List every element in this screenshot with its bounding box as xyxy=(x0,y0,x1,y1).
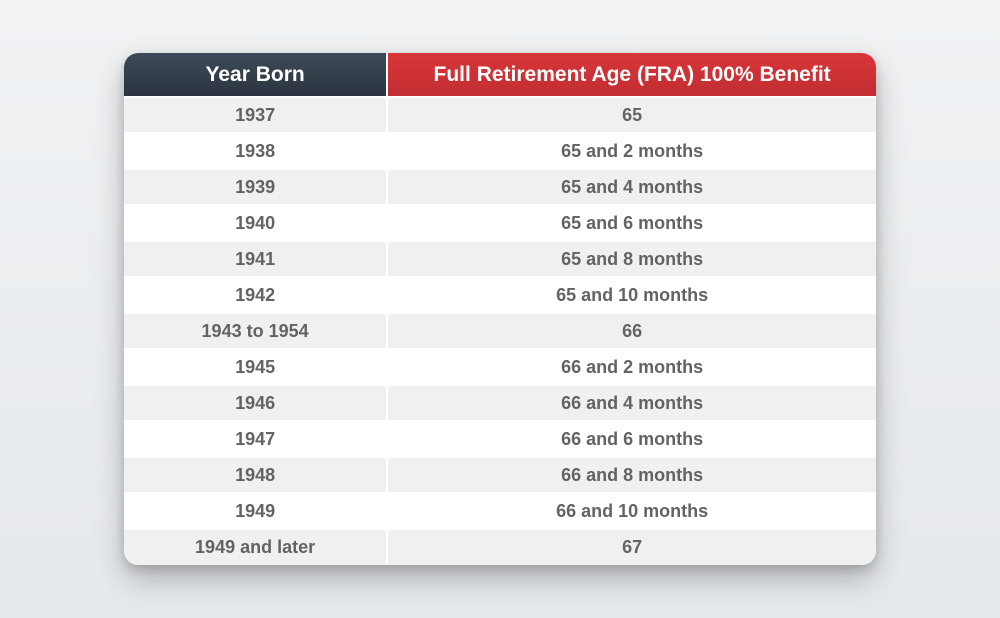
table-row: 193765 xyxy=(124,97,876,133)
table-row: 194165 and 8 months xyxy=(124,241,876,277)
cell-year: 1949 xyxy=(124,493,387,529)
column-header-year-born: Year Born xyxy=(124,53,387,97)
cell-year: 1942 xyxy=(124,277,387,313)
cell-year: 1949 and later xyxy=(124,529,387,565)
table-row: 194666 and 4 months xyxy=(124,385,876,421)
cell-year: 1948 xyxy=(124,457,387,493)
table-row: 194766 and 6 months xyxy=(124,421,876,457)
table-header-row: Year Born Full Retirement Age (FRA) 100%… xyxy=(124,53,876,97)
table-row: 193965 and 4 months xyxy=(124,169,876,205)
cell-year: 1940 xyxy=(124,205,387,241)
table-body: 193765 193865 and 2 months 193965 and 4 … xyxy=(124,97,876,565)
cell-year: 1938 xyxy=(124,133,387,169)
table-row: 194566 and 2 months xyxy=(124,349,876,385)
cell-year: 1943 to 1954 xyxy=(124,313,387,349)
cell-fra: 65 and 2 months xyxy=(387,133,876,169)
cell-fra: 65 and 8 months xyxy=(387,241,876,277)
table-row: 194065 and 6 months xyxy=(124,205,876,241)
cell-fra: 65 xyxy=(387,97,876,133)
cell-year: 1939 xyxy=(124,169,387,205)
cell-fra: 65 and 10 months xyxy=(387,277,876,313)
cell-fra: 66 and 6 months xyxy=(387,421,876,457)
cell-year: 1946 xyxy=(124,385,387,421)
table-row: 194866 and 8 months xyxy=(124,457,876,493)
cell-fra: 66 and 4 months xyxy=(387,385,876,421)
cell-year: 1937 xyxy=(124,97,387,133)
cell-fra: 67 xyxy=(387,529,876,565)
retirement-age-table-card: Year Born Full Retirement Age (FRA) 100%… xyxy=(124,53,876,565)
table-row: 193865 and 2 months xyxy=(124,133,876,169)
table-row: 1943 to 195466 xyxy=(124,313,876,349)
cell-fra: 66 and 2 months xyxy=(387,349,876,385)
cell-fra: 66 xyxy=(387,313,876,349)
table-row: 1949 and later67 xyxy=(124,529,876,565)
cell-year: 1941 xyxy=(124,241,387,277)
cell-fra: 66 and 10 months xyxy=(387,493,876,529)
cell-year: 1947 xyxy=(124,421,387,457)
cell-year: 1945 xyxy=(124,349,387,385)
cell-fra: 65 and 4 months xyxy=(387,169,876,205)
table-row: 194966 and 10 months xyxy=(124,493,876,529)
column-header-fra: Full Retirement Age (FRA) 100% Benefit xyxy=(387,53,876,97)
retirement-age-table: Year Born Full Retirement Age (FRA) 100%… xyxy=(124,53,876,565)
table-row: 194265 and 10 months xyxy=(124,277,876,313)
cell-fra: 66 and 8 months xyxy=(387,457,876,493)
cell-fra: 65 and 6 months xyxy=(387,205,876,241)
